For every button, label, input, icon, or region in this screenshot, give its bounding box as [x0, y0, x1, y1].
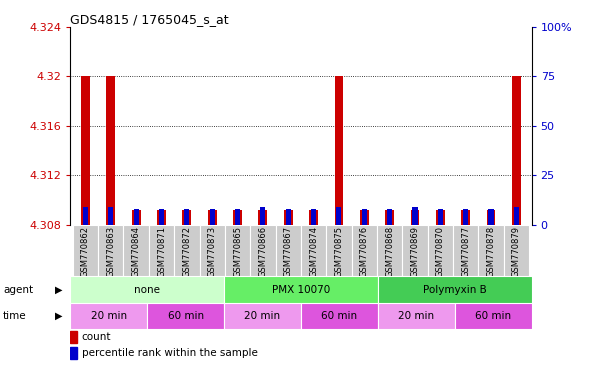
Bar [70, 276, 224, 303]
Text: 20 min: 20 min [398, 311, 434, 321]
Bar [183, 210, 191, 225]
Bar [478, 225, 503, 276]
Bar [412, 207, 417, 225]
Bar [70, 331, 76, 343]
Text: GSM770868: GSM770868 [385, 226, 394, 277]
Text: GSM770865: GSM770865 [233, 226, 242, 277]
Bar [488, 209, 494, 225]
Bar [512, 76, 521, 225]
Text: GSM770877: GSM770877 [461, 226, 470, 277]
Text: GSM770872: GSM770872 [182, 226, 191, 277]
Text: GSM770871: GSM770871 [157, 226, 166, 277]
Text: GSM770869: GSM770869 [411, 226, 420, 277]
Bar [224, 276, 378, 303]
Bar [362, 209, 367, 225]
Text: ▶: ▶ [55, 285, 62, 295]
Text: GSM770876: GSM770876 [360, 226, 369, 277]
Text: 20 min: 20 min [244, 311, 280, 321]
Bar [436, 210, 445, 225]
Text: 60 min: 60 min [321, 311, 357, 321]
Bar [276, 225, 301, 276]
Text: GSM770862: GSM770862 [81, 226, 90, 277]
Text: Polymyxin B: Polymyxin B [423, 285, 486, 295]
Text: GSM770867: GSM770867 [284, 226, 293, 277]
Bar [185, 209, 189, 225]
Bar [378, 303, 455, 329]
Text: GSM770866: GSM770866 [258, 226, 268, 277]
Text: 60 min: 60 min [475, 311, 511, 321]
Bar [311, 209, 316, 225]
Text: ▶: ▶ [55, 311, 62, 321]
Bar [200, 225, 225, 276]
Bar [70, 303, 147, 329]
Bar [98, 225, 123, 276]
Bar [70, 347, 76, 359]
Bar [453, 225, 478, 276]
Bar [147, 303, 224, 329]
Bar [108, 207, 114, 225]
Bar [260, 207, 265, 225]
Bar [463, 209, 468, 225]
Text: GSM770874: GSM770874 [309, 226, 318, 277]
Bar [284, 210, 293, 225]
Bar [326, 225, 351, 276]
Bar [301, 303, 378, 329]
Text: GSM770879: GSM770879 [512, 226, 521, 277]
Text: 60 min: 60 min [167, 311, 203, 321]
Text: time: time [3, 311, 27, 321]
Bar [438, 209, 443, 225]
Bar [132, 210, 141, 225]
Text: GSM770864: GSM770864 [131, 226, 141, 277]
Bar [385, 210, 394, 225]
Bar [286, 209, 291, 225]
Bar [73, 225, 98, 276]
Bar [378, 276, 532, 303]
Bar [428, 225, 453, 276]
Bar [377, 225, 402, 276]
Bar [251, 225, 276, 276]
Bar [208, 210, 217, 225]
Bar [83, 207, 88, 225]
Bar [174, 225, 200, 276]
Bar [514, 207, 519, 225]
Bar [225, 225, 251, 276]
Bar [337, 207, 342, 225]
Bar [411, 210, 419, 225]
Bar [81, 76, 90, 225]
Bar [486, 210, 496, 225]
Text: GSM770875: GSM770875 [334, 226, 343, 277]
Bar [309, 210, 318, 225]
Text: GDS4815 / 1765045_s_at: GDS4815 / 1765045_s_at [70, 13, 229, 26]
Text: GSM770863: GSM770863 [106, 226, 115, 277]
Bar [157, 210, 166, 225]
Bar [402, 225, 428, 276]
Bar [503, 225, 529, 276]
Text: PMX 10070: PMX 10070 [272, 285, 330, 295]
Bar [387, 209, 392, 225]
Text: GSM770873: GSM770873 [208, 226, 217, 277]
Bar [334, 76, 343, 225]
Text: agent: agent [3, 285, 33, 295]
Bar [235, 209, 240, 225]
Bar [134, 209, 139, 225]
Bar [210, 209, 214, 225]
Bar [360, 210, 368, 225]
Bar [455, 303, 532, 329]
Bar [461, 210, 470, 225]
Bar [224, 303, 301, 329]
Bar [123, 225, 149, 276]
Text: none: none [134, 285, 160, 295]
Text: percentile rank within the sample: percentile rank within the sample [82, 348, 258, 358]
Bar [149, 225, 174, 276]
Bar [301, 225, 326, 276]
Text: count: count [82, 332, 111, 342]
Bar [159, 209, 164, 225]
Bar [233, 210, 242, 225]
Bar [351, 225, 377, 276]
Text: GSM770870: GSM770870 [436, 226, 445, 277]
Text: 20 min: 20 min [90, 311, 126, 321]
Bar [258, 210, 268, 225]
Text: GSM770878: GSM770878 [486, 226, 496, 277]
Bar [106, 76, 115, 225]
